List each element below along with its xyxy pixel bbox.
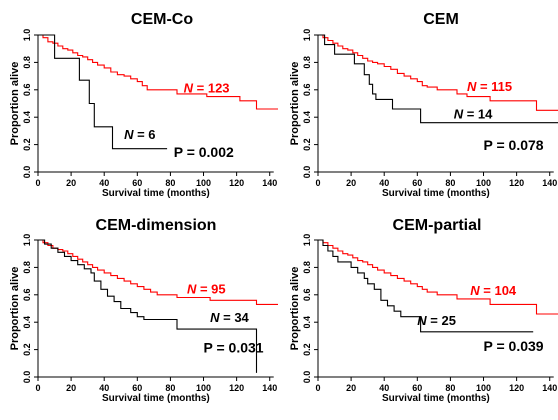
x-tick-label: 80	[165, 383, 175, 393]
series-line-1	[38, 34, 168, 150]
panel-title: CEM	[423, 11, 459, 28]
y-tick-label: 0.0	[302, 371, 312, 384]
x-tick-label: 40	[99, 383, 109, 393]
y-tick-label: 0.8	[302, 56, 312, 69]
x-tick-label: 20	[66, 383, 76, 393]
x-tick-label: 100	[196, 383, 211, 393]
x-tick-label: 20	[66, 178, 76, 188]
x-tick-label: 140	[542, 383, 557, 393]
panel-2: CEM-dimension 0 20 40 60 80 100 120 140 0.0 0.2 0.4…	[9, 217, 278, 404]
y-tick-label: 0.6	[22, 84, 32, 97]
x-tick-label: 60	[132, 178, 142, 188]
y-tick-label: 0.0	[22, 166, 32, 179]
y-tick-label: 0.4	[22, 111, 32, 124]
series-line-0	[318, 34, 558, 111]
p-value-annotation: P = 0.039	[484, 338, 544, 354]
y-tick-label: 1.0	[302, 234, 312, 247]
x-tick-label: 40	[99, 178, 109, 188]
x-tick-label: 40	[379, 383, 389, 393]
panel-1: CEM 0 20 40 60 80 100 120 140 0.0 0.2 0.4 0.6 0.8 1.0 S…	[289, 11, 558, 199]
y-tick-label: 0.8	[302, 261, 312, 274]
y-tick-label: 0.2	[22, 343, 32, 356]
x-tick-label: 80	[165, 178, 175, 188]
x-tick-label: 120	[509, 178, 524, 188]
y-axis-label: Proportion alive	[9, 62, 21, 146]
x-axis-label: Survival time (months)	[102, 393, 210, 404]
y-tick-label: 1.0	[302, 29, 312, 42]
y-tick-label: 0.2	[22, 138, 32, 151]
x-tick-label: 100	[196, 178, 211, 188]
x-tick-label: 80	[445, 178, 455, 188]
x-tick-label: 60	[132, 383, 142, 393]
panel-title: CEM-partial	[393, 217, 482, 234]
series-line-0	[318, 239, 558, 315]
series-line-1	[318, 34, 558, 124]
y-tick-label: 0.0	[302, 166, 312, 179]
p-value-annotation: P = 0.002	[174, 144, 234, 160]
x-axis-label: Survival time (months)	[382, 393, 490, 404]
series-label-1: N = 25	[417, 313, 456, 328]
series-label-1: N = 34	[210, 310, 249, 325]
panel-0: CEM-Co 0 20 40 60 80 100 120 140 0.0 0.2 0.4 0.6 0.8 1…	[9, 11, 278, 199]
panel-3: CEM-partial 0 20 40 60 80 100 120 140 0.0 0.2 0.4 0.…	[289, 217, 558, 404]
panel-title: CEM-dimension	[96, 217, 217, 234]
y-axis-label: Proportion alive	[9, 267, 21, 351]
x-tick-label: 140	[262, 178, 277, 188]
x-tick-label: 120	[229, 383, 244, 393]
y-tick-label: 0.6	[302, 84, 312, 97]
x-tick-label: 40	[379, 178, 389, 188]
series-label-0: N = 115	[467, 79, 512, 94]
y-tick-label: 0.6	[302, 289, 312, 302]
x-tick-label: 140	[542, 178, 557, 188]
series-label-1: N = 14	[454, 107, 493, 122]
p-value-annotation: P = 0.031	[204, 339, 264, 355]
x-tick-label: 120	[229, 178, 244, 188]
p-value-annotation: P = 0.078	[484, 137, 544, 153]
y-tick-label: 0.0	[22, 371, 32, 384]
series-label-0: N = 123	[184, 81, 230, 96]
x-tick-label: 100	[476, 178, 491, 188]
y-axis-label: Proportion alive	[289, 267, 301, 351]
series-line-0	[38, 239, 278, 305]
y-tick-label: 0.2	[302, 343, 312, 356]
series-line-0	[38, 34, 278, 110]
x-axis-label: Survival time (months)	[382, 188, 490, 199]
y-axis-label: Proportion alive	[289, 62, 301, 146]
series-label-0: N = 104	[470, 283, 517, 298]
y-tick-label: 0.8	[22, 261, 32, 274]
x-tick-label: 100	[476, 383, 491, 393]
x-tick-label: 140	[262, 383, 277, 393]
y-tick-label: 0.4	[302, 316, 312, 329]
series-line-1	[38, 239, 258, 373]
x-tick-label: 0	[315, 383, 320, 393]
series-label-0: N = 95	[187, 281, 226, 296]
y-tick-label: 0.6	[22, 289, 32, 302]
y-tick-label: 0.8	[22, 56, 32, 69]
panel-title: CEM-Co	[131, 11, 193, 28]
x-tick-label: 0	[35, 178, 40, 188]
x-tick-label: 20	[346, 178, 356, 188]
y-tick-label: 0.4	[22, 316, 32, 329]
y-tick-label: 1.0	[22, 29, 32, 42]
x-tick-label: 0	[35, 383, 40, 393]
y-tick-label: 0.4	[302, 111, 312, 124]
x-tick-label: 0	[315, 178, 320, 188]
y-tick-label: 1.0	[22, 234, 32, 247]
x-tick-label: 80	[445, 383, 455, 393]
x-tick-label: 60	[412, 178, 422, 188]
y-tick-label: 0.2	[302, 138, 312, 151]
series-label-1: N = 6	[124, 127, 155, 142]
x-tick-label: 20	[346, 383, 356, 393]
x-axis-label: Survival time (months)	[102, 188, 210, 199]
series-line-1	[318, 239, 534, 333]
x-tick-label: 120	[509, 383, 524, 393]
x-tick-label: 60	[412, 383, 422, 393]
